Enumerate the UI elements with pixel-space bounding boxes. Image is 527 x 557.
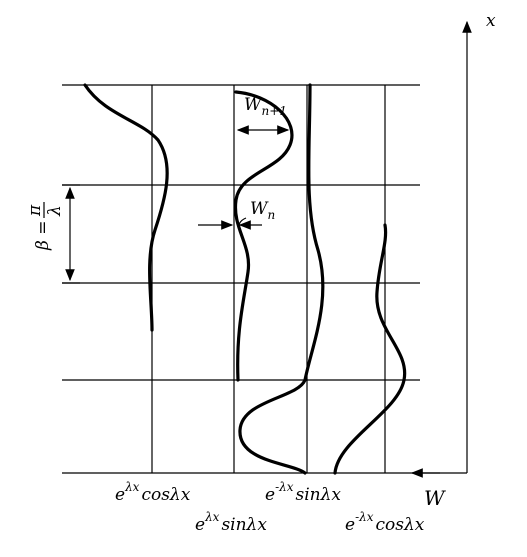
period-denominator: λ: [45, 205, 65, 217]
curves: [83, 83, 407, 475]
symbol: W: [244, 95, 263, 115]
curve: [333, 223, 407, 475]
base: e: [345, 515, 355, 535]
grid: [62, 84, 420, 473]
period-label: β = π λ: [25, 202, 65, 251]
function: cosλx: [376, 515, 425, 535]
symbol: W: [250, 199, 269, 219]
vertical-axis-label: x: [486, 11, 496, 31]
exponent: λx: [204, 510, 220, 524]
base: e: [265, 485, 275, 505]
period-numerator: π: [25, 204, 45, 217]
curve-label: eλx cosλx: [115, 480, 191, 505]
curve: [83, 83, 169, 332]
base: e: [115, 485, 125, 505]
function: cosλx: [141, 485, 190, 505]
exponent: -λx: [275, 480, 294, 494]
curve-label: e-λx cosλx: [345, 510, 425, 535]
subscript: n: [267, 208, 275, 222]
base: e: [195, 515, 205, 535]
curve-label: eλx sinλx: [195, 510, 267, 535]
axes: x W: [62, 11, 496, 510]
curve: [238, 83, 325, 475]
exponent: -λx: [355, 510, 374, 524]
annotations: Wn+1 Wn β = π λ: [25, 95, 290, 284]
curve-labels: eλx cosλx eλx sinλx e-λx sinλx e-λx cosλx: [115, 480, 425, 535]
curve-label: e-λx sinλx: [265, 480, 341, 505]
exponent: λx: [124, 480, 140, 494]
period-lhs: β =: [33, 221, 53, 251]
horizontal-axis-label: W: [424, 486, 446, 510]
amplitude-label: Wn: [250, 199, 275, 222]
curve: [233, 90, 294, 382]
subscript: n+1: [261, 104, 286, 118]
amplitude-next-label: Wn+1: [244, 95, 287, 118]
function: sinλx: [221, 515, 267, 535]
function: sinλx: [296, 485, 342, 505]
